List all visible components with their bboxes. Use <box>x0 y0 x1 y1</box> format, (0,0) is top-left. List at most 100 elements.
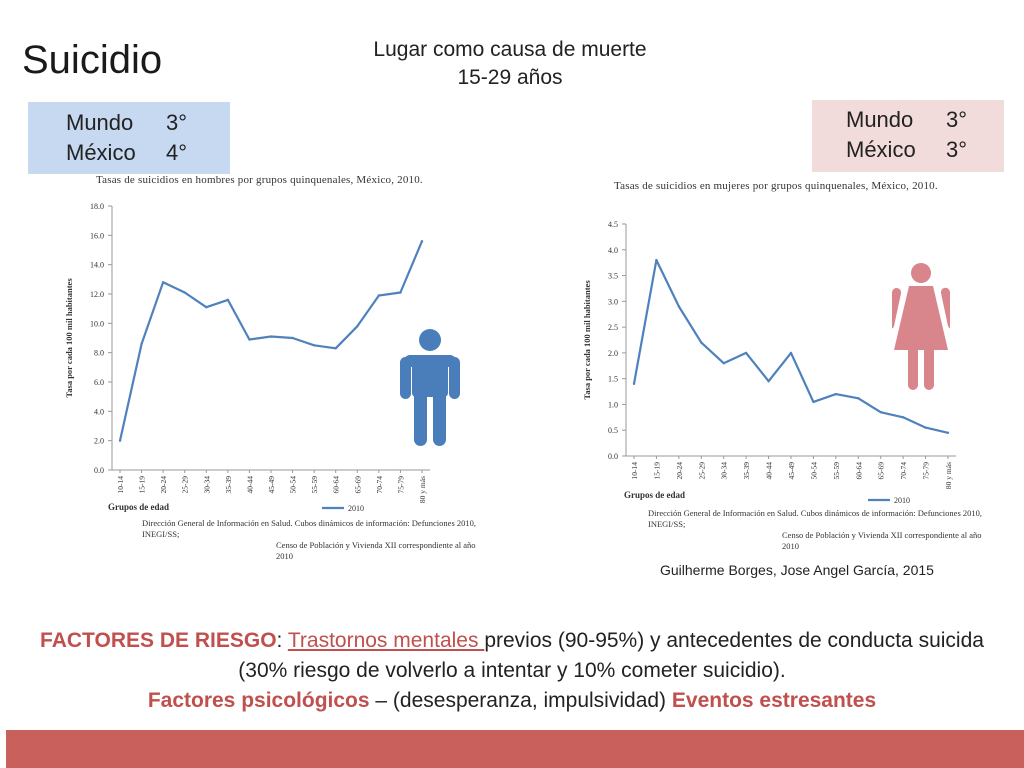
x-tick-label: 25-29 <box>181 476 190 494</box>
rank-world-label: Mundo <box>66 110 134 135</box>
data-point <box>677 305 681 308</box>
x-tick-label: 25-29 <box>697 462 706 480</box>
y-tick-label: 8.0 <box>94 349 104 358</box>
psych-factors-label: Factores psicológicos <box>147 689 370 712</box>
rank-box-women: Mundo 3° México 3° <box>812 100 1004 172</box>
x-tick-label: 65-69 <box>353 476 362 494</box>
data-point <box>269 335 273 338</box>
data-point <box>420 240 424 243</box>
risk-sep: : <box>276 629 288 652</box>
data-point <box>632 382 636 386</box>
x-tick-label: 20-24 <box>159 476 168 494</box>
risk-label: FACTORES DE RIESGO <box>40 629 277 652</box>
y-tick-label: 10.0 <box>90 319 104 328</box>
y-tick-label: 14.0 <box>90 261 104 270</box>
data-point <box>183 291 186 294</box>
chart-men: 0.0 2.0 4.0 6.0 8.0 10.0 12.0 14.0 16.0 18.0 10-14… <box>64 202 430 513</box>
data-point <box>399 291 402 294</box>
source-note-men: Dirección General de Información en Salu… <box>142 518 482 562</box>
y-tick-label: 0.0 <box>608 452 618 461</box>
subtitle-line2: 15-29 años <box>457 66 563 89</box>
x-tick-label: 20-24 <box>675 462 684 480</box>
x-tick-label: 75-79 <box>922 462 931 480</box>
y-tick-label: 4.0 <box>608 246 618 255</box>
chart-women: 0.0 0.5 1.0 1.5 2.0 2.5 3.0 3.5 4.0 4.5 10-14 15-19… <box>582 220 956 505</box>
y-tick-label: 3.0 <box>608 297 618 306</box>
data-point <box>356 325 359 328</box>
y-tick-label: 18.0 <box>90 202 104 211</box>
chart-title-men: Tasas de suicidios en hombres por grupos… <box>96 174 423 186</box>
data-point <box>248 338 251 341</box>
source-line: Dirección General de Información en Salu… <box>648 508 982 529</box>
rank-mexico-value: 3° <box>946 137 968 162</box>
data-point <box>924 426 927 429</box>
x-tick-label: 55-59 <box>832 462 841 480</box>
rank-world-value: 3° <box>166 110 188 135</box>
chart-title-women: Tasas de suicidios en mujeres por grupos… <box>614 180 938 192</box>
data-point <box>655 258 658 262</box>
data-point <box>700 341 703 344</box>
x-tick-label: 10-14 <box>630 462 639 480</box>
risk-part1: previos (90-95%) y antecedentes de condu… <box>238 629 984 682</box>
rank-box-men: Mundo 3° México 4° <box>28 102 230 174</box>
y-tick-label: 4.0 <box>94 407 104 416</box>
x-tick-label: 35-39 <box>742 462 751 480</box>
data-point <box>812 400 815 404</box>
x-tick-label: 80 y más <box>944 462 953 489</box>
rank-world-value: 3° <box>946 107 968 132</box>
x-axis-label: Grupos de edad <box>624 490 685 500</box>
source-note-women: Dirección General de Información en Salu… <box>648 508 988 552</box>
female-person-icon <box>892 263 950 390</box>
citation: Guilherme Borges, Jose Angel García, 201… <box>660 562 934 578</box>
data-point <box>722 362 725 365</box>
x-axis-label: Grupos de edad <box>108 502 169 512</box>
data-point <box>744 351 748 355</box>
y-tick-label: 4.5 <box>608 220 618 229</box>
chart-subtitle: Lugar como causa de muerte 15-29 años <box>340 36 680 92</box>
x-tick-label: 75-79 <box>396 476 405 494</box>
data-point <box>140 342 143 346</box>
rank-world-label: Mundo <box>846 107 914 132</box>
slide-title: Suicidio <box>22 38 163 82</box>
y-tick-label: 2.0 <box>608 349 618 358</box>
x-tick-label: 40-44 <box>245 476 254 494</box>
data-point <box>946 431 950 434</box>
y-tick-label: 1.0 <box>608 400 618 409</box>
y-tick-label: 16.0 <box>90 231 104 240</box>
x-tick-label: 70-74 <box>375 476 384 494</box>
y-axis-label: Tasa por cada 100 mil habitantes <box>582 280 592 400</box>
x-tick-label: 80 y más <box>418 476 427 503</box>
series-line-2010 <box>118 240 424 441</box>
data-point <box>118 439 122 442</box>
x-tick-label: 65-69 <box>877 462 886 480</box>
y-tick-label: 0.5 <box>608 426 618 435</box>
legend-label: 2010 <box>894 496 910 505</box>
x-tick-label: 55-59 <box>310 476 319 494</box>
rank-mexico-value: 4° <box>166 140 188 165</box>
stress-events-label: Eventos estresantes <box>671 689 877 712</box>
x-tick-label: 60-64 <box>332 476 341 494</box>
x-tick-label: 40-44 <box>765 462 774 480</box>
x-tick-label: 30-34 <box>202 476 211 494</box>
mental-disorders-link[interactable]: Trastornos mentales <box>287 629 485 652</box>
y-tick-label: 6.0 <box>94 378 104 387</box>
y-tick-label: 1.5 <box>608 375 618 384</box>
y-tick-label: 3.5 <box>608 272 618 281</box>
x-tick-label: 10-14 <box>116 476 125 494</box>
data-point <box>312 344 316 347</box>
source-line: Censo de Población y Vivienda XII corres… <box>782 530 982 551</box>
data-point <box>879 410 882 414</box>
x-tick-label: 45-49 <box>267 476 276 494</box>
data-point <box>161 281 165 284</box>
legend-label: 2010 <box>348 504 364 513</box>
footer-bar <box>6 730 1024 768</box>
y-tick-label: 12.0 <box>90 290 104 299</box>
x-tick-label: 70-74 <box>899 462 908 480</box>
x-tick-label: 60-64 <box>854 462 863 480</box>
data-point <box>205 306 208 309</box>
x-tick-label: 50-54 <box>809 462 818 480</box>
y-tick-label: 0.0 <box>94 466 104 475</box>
y-tick-label: 2.0 <box>94 437 104 446</box>
data-point <box>789 351 793 355</box>
risk-factors-text: FACTORES DE RIESGO: Trastornos mentales … <box>40 626 984 716</box>
